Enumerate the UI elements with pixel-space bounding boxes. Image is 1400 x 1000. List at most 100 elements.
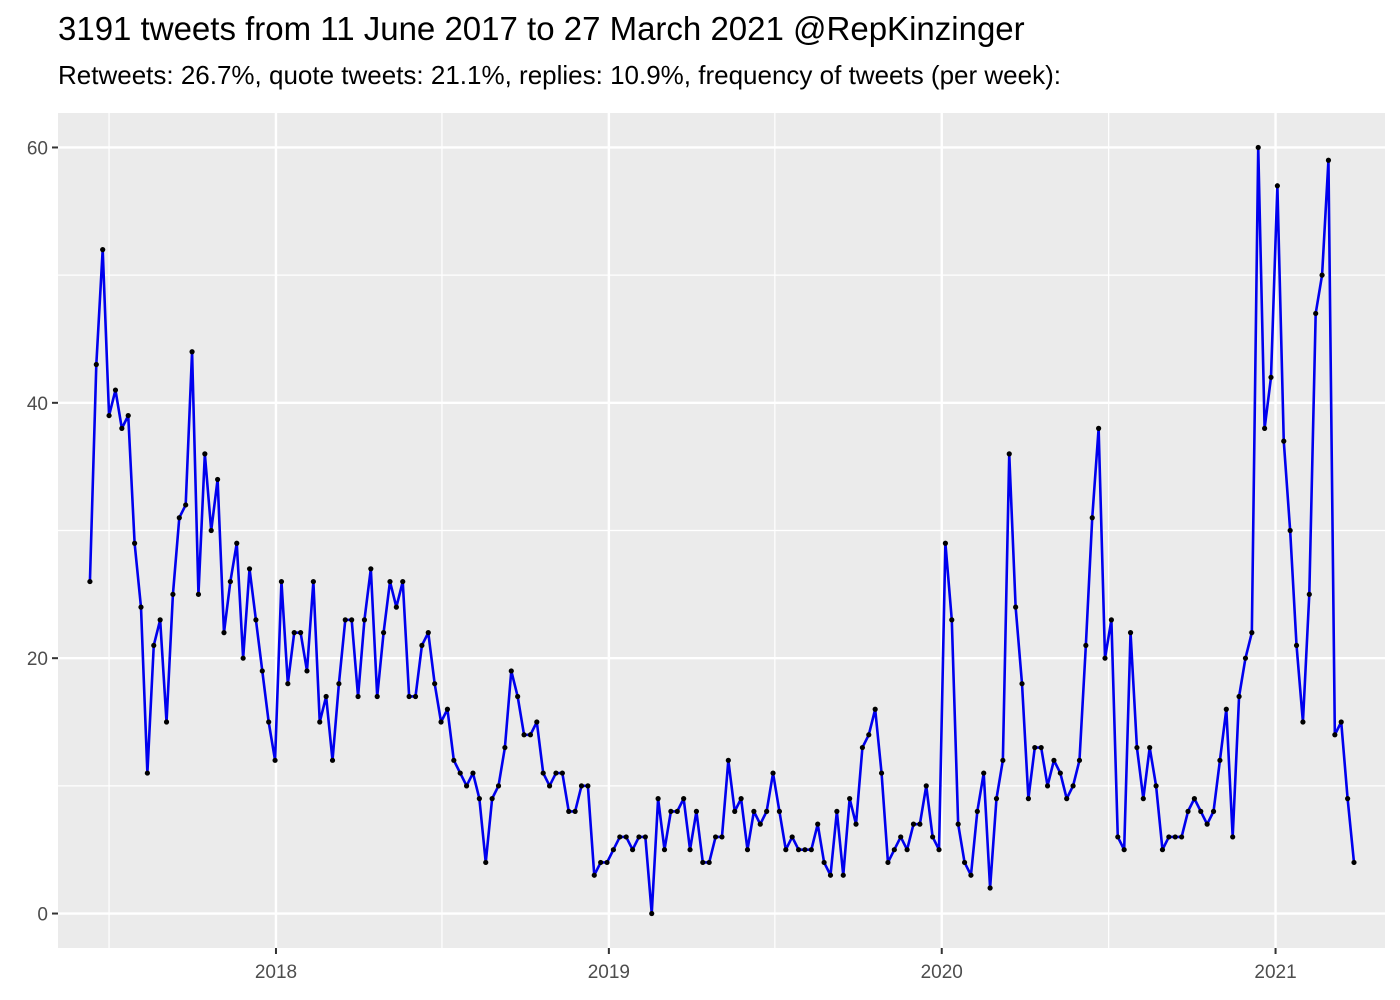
data-point — [847, 796, 853, 802]
data-point — [700, 859, 706, 866]
data-point — [1262, 425, 1268, 431]
data-point — [387, 578, 393, 585]
data-point — [687, 847, 693, 853]
data-point — [112, 387, 119, 393]
x-tick-label: 2020 — [921, 962, 963, 983]
data-point — [1204, 821, 1210, 827]
data-point — [1172, 834, 1178, 840]
data-point — [304, 668, 310, 674]
data-point — [1076, 757, 1083, 763]
data-point — [527, 732, 534, 738]
data-point — [329, 757, 336, 763]
data-point — [968, 872, 974, 878]
data-point — [515, 693, 521, 700]
data-point — [170, 591, 176, 597]
data-point — [451, 757, 457, 763]
data-point — [572, 808, 578, 814]
data-point — [808, 847, 814, 853]
data-point — [1000, 757, 1006, 763]
data-point — [438, 719, 444, 725]
data-point — [1293, 642, 1300, 649]
data-point — [668, 808, 674, 814]
data-point — [559, 770, 565, 776]
data-point — [227, 578, 233, 585]
data-point — [202, 451, 208, 457]
data-point — [1268, 374, 1274, 380]
data-point — [591, 872, 597, 878]
data-point — [1236, 693, 1242, 700]
data-point — [246, 566, 253, 572]
data-point — [106, 412, 112, 419]
data-point — [291, 630, 297, 636]
data-point — [1306, 591, 1312, 597]
data-point — [1351, 859, 1357, 866]
data-point — [1032, 744, 1038, 751]
y-tick-label: 40 — [27, 394, 48, 415]
data-point — [1255, 144, 1261, 151]
data-point — [981, 770, 987, 776]
y-tick-label: 20 — [27, 649, 48, 670]
data-point — [1006, 451, 1012, 457]
data-point — [840, 872, 846, 878]
data-point — [546, 783, 553, 789]
data-point — [974, 808, 980, 814]
data-point — [917, 821, 923, 827]
data-point — [444, 706, 451, 712]
data-point — [1083, 642, 1089, 649]
data-point — [1096, 425, 1102, 431]
data-point — [993, 796, 1000, 802]
data-point — [1319, 272, 1325, 278]
data-point — [872, 706, 878, 712]
data-point — [776, 808, 783, 814]
data-point — [470, 770, 476, 776]
data-point — [368, 566, 374, 572]
data-point — [642, 834, 648, 840]
data-point — [1242, 655, 1249, 661]
data-point — [1051, 757, 1057, 763]
data-point — [457, 770, 463, 776]
data-point — [132, 540, 138, 546]
data-point — [285, 681, 291, 687]
data-point — [1115, 834, 1121, 840]
data-point — [489, 796, 495, 802]
data-point — [278, 578, 285, 585]
data-point — [585, 783, 591, 789]
data-point — [961, 859, 968, 866]
data-point — [757, 821, 763, 827]
data-point — [1102, 655, 1108, 661]
data-point — [336, 681, 342, 687]
data-point — [100, 247, 106, 253]
data-point — [1332, 732, 1338, 738]
data-point — [795, 847, 802, 853]
data-point — [598, 859, 604, 866]
data-point — [310, 578, 316, 585]
data-point — [1013, 604, 1019, 610]
data-point — [815, 821, 821, 827]
data-point — [240, 655, 246, 661]
data-point — [661, 847, 668, 853]
data-point — [764, 808, 770, 814]
data-point — [923, 783, 929, 789]
data-point — [144, 770, 150, 776]
data-point — [508, 668, 514, 674]
data-point — [323, 693, 329, 700]
data-point — [259, 668, 265, 674]
data-point — [1230, 834, 1236, 840]
data-point — [208, 527, 214, 534]
data-point — [1064, 796, 1070, 802]
data-point — [1147, 744, 1153, 751]
data-point — [636, 834, 642, 840]
data-point — [712, 834, 719, 840]
data-point — [298, 630, 304, 636]
chart-title: 3191 tweets from 11 June 2017 to 27 Marc… — [58, 10, 1025, 47]
data-point — [215, 476, 221, 483]
data-point — [617, 834, 623, 840]
data-point — [521, 732, 527, 738]
data-point — [93, 361, 99, 368]
y-tick-label: 0 — [37, 905, 48, 926]
data-point — [706, 859, 712, 866]
data-point — [1287, 527, 1293, 534]
data-point — [949, 617, 955, 623]
data-point — [1127, 630, 1134, 636]
data-point — [1223, 706, 1229, 712]
